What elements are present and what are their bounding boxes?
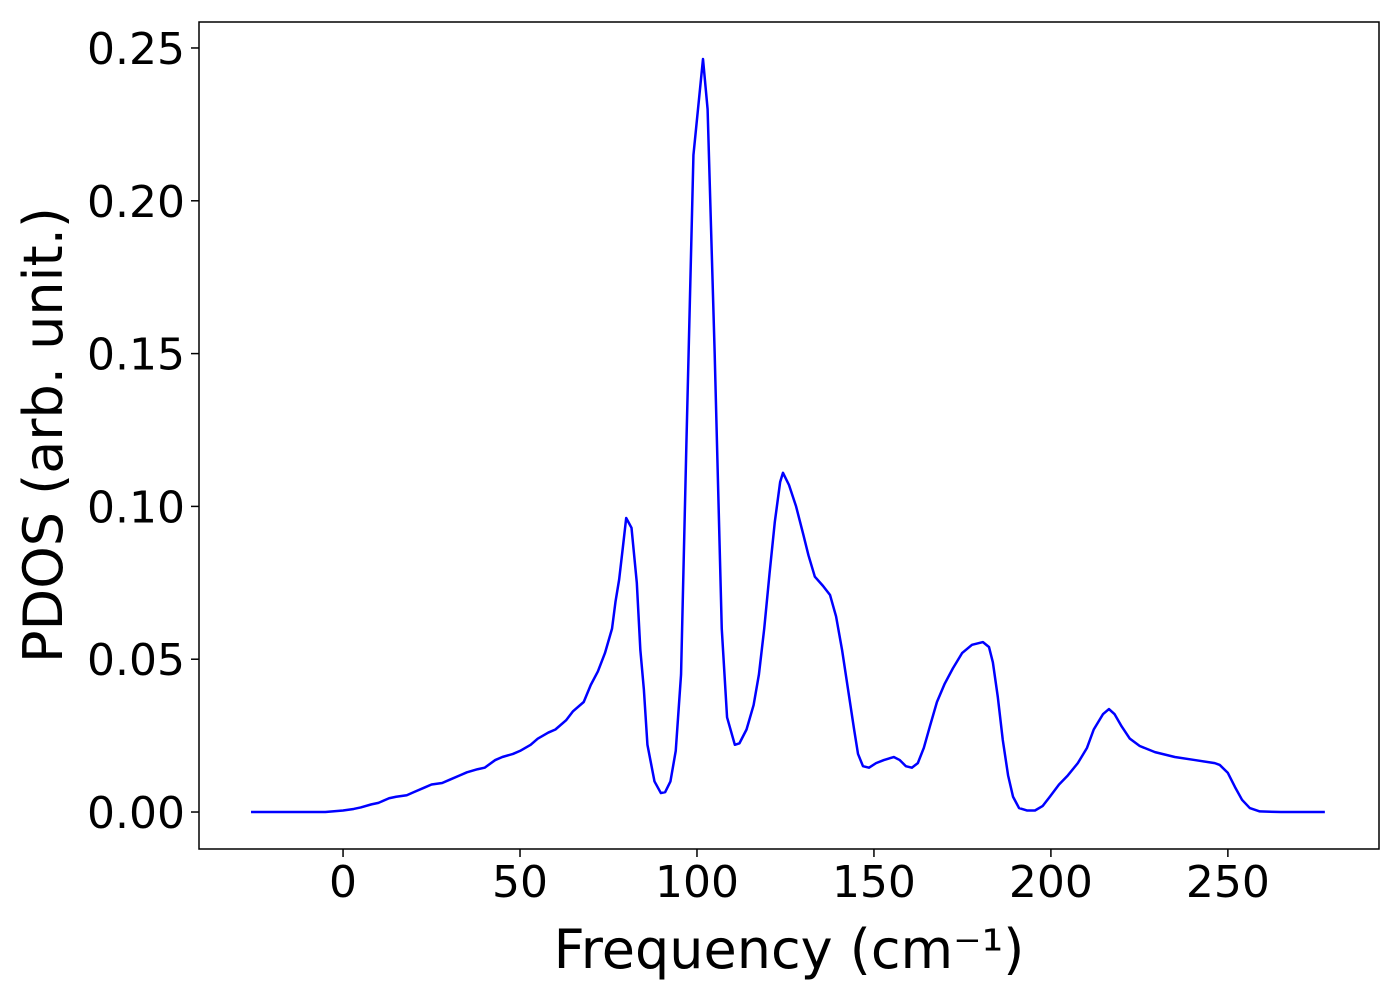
x-tick-label: 250 xyxy=(1186,857,1270,908)
x-axis-label: Frequency (cm⁻¹) xyxy=(554,918,1025,981)
x-tick-label: 150 xyxy=(832,857,916,908)
y-tick-label: 0.00 xyxy=(87,788,185,839)
y-axis-label: PDOS (arb. unit.) xyxy=(12,207,75,663)
plot-frame xyxy=(198,21,1380,850)
y-tick-label: 0.10 xyxy=(87,482,185,533)
x-tick-label: 0 xyxy=(329,857,357,908)
x-tick-label: 200 xyxy=(1009,857,1093,908)
y-tick-label: 0.20 xyxy=(87,177,185,228)
y-tick-label: 0.25 xyxy=(87,24,185,75)
x-tick-label: 100 xyxy=(655,857,739,908)
line-series xyxy=(251,57,1325,814)
y-tick-label: 0.15 xyxy=(87,330,185,381)
y-tick-label: 0.05 xyxy=(87,635,185,686)
x-tick-label: 50 xyxy=(492,857,548,908)
